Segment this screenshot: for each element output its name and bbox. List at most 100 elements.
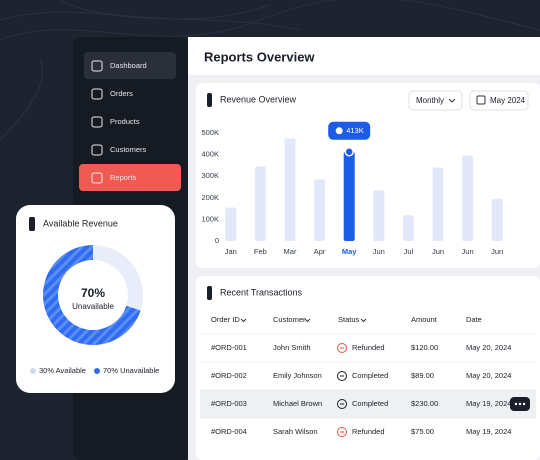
y-tick-label: 100K	[201, 214, 219, 223]
column-header[interactable]: Amount	[411, 315, 438, 324]
legend-swatch	[30, 368, 36, 374]
table-cell: $89.00	[411, 371, 434, 380]
card-marker	[207, 93, 212, 107]
y-tick-label: 500K	[201, 128, 219, 137]
point-marker	[344, 147, 354, 157]
menu-icon	[91, 172, 103, 184]
contours	[0, 0, 540, 141]
x-tick-label: Feb	[254, 247, 267, 256]
column-header[interactable]: Date	[466, 315, 482, 324]
menu-dot	[518, 402, 522, 406]
x-tick-label: Jun	[373, 247, 385, 256]
table-cell: #ORD-004	[211, 427, 247, 436]
bar	[284, 138, 296, 241]
table-cell: $230.00	[411, 399, 438, 408]
x-tick-label: Mar	[284, 247, 297, 256]
bar	[462, 155, 474, 241]
page-title: Reports Overview	[204, 49, 315, 64]
legend-label: 70% Unavailable	[103, 366, 159, 375]
donut-chart: 70% Unavailable 30% Available 70% Unavailab…	[30, 245, 159, 375]
donut-segment	[93, 245, 143, 311]
menu-item[interactable]: Customers	[110, 145, 147, 154]
card-marker	[29, 217, 35, 231]
card-title: Recent Transactions	[220, 287, 303, 297]
donut-card	[16, 205, 175, 393]
bar	[343, 151, 355, 241]
y-tick-label: 200K	[201, 193, 219, 202]
column-header[interactable]: Status	[338, 315, 360, 324]
bar	[402, 215, 414, 241]
menu-icon	[91, 144, 103, 156]
y-tick-label: 300K	[201, 171, 219, 180]
x-tick-label: Apr	[314, 247, 326, 256]
menu-icon	[91, 116, 103, 128]
table-cell: $120.00	[411, 343, 438, 352]
calendar-icon	[476, 95, 486, 105]
menu-hover	[84, 52, 176, 79]
x-tick-label: Jan	[225, 247, 237, 256]
bar	[491, 198, 503, 241]
table-cell: May 20, 2024	[466, 371, 511, 380]
y-tick-label: 0	[215, 236, 219, 245]
status-icon	[337, 427, 347, 437]
x-tick-label: Jul	[404, 247, 414, 256]
table-cell: John Smith	[273, 343, 311, 352]
menu-dot	[514, 402, 518, 406]
period-label: Monthly	[416, 96, 444, 105]
menu-icon	[91, 88, 103, 100]
bar	[254, 166, 266, 241]
revenue-card	[196, 83, 540, 268]
card-title: Revenue Overview	[220, 94, 297, 104]
date-label: May 2024	[490, 96, 526, 105]
table-cell: Sarah Wilson	[273, 427, 318, 436]
header	[188, 37, 540, 75]
legend-label: 30% Available	[39, 366, 86, 375]
menu-item[interactable]: Products	[110, 117, 140, 126]
menu-active	[79, 164, 181, 191]
table-cell: Completed	[352, 399, 388, 408]
status-icon	[337, 399, 347, 409]
period-select[interactable]	[408, 90, 463, 111]
y-tick-label: 400K	[201, 150, 219, 159]
bar	[225, 207, 237, 241]
donut-center-value: 70%	[81, 286, 105, 300]
column-header[interactable]: Customer	[273, 315, 306, 324]
bar	[432, 167, 444, 241]
chevron	[448, 98, 456, 103]
tooltip	[328, 121, 371, 140]
menu-item[interactable]: Reports	[110, 173, 137, 182]
column-header[interactable]: Order ID	[211, 315, 240, 324]
status-icon	[337, 371, 347, 381]
table-cell: Completed	[352, 371, 388, 380]
transactions-table: Order ID Customer Status Amount Date #ORD-001…	[200, 315, 536, 437]
donut-segment	[42, 245, 141, 345]
row-highlight	[200, 390, 536, 418]
x-tick-label: May	[342, 247, 357, 256]
bar	[373, 190, 385, 241]
sort-icon	[304, 318, 311, 323]
table-cell: May 19, 2024	[466, 399, 511, 408]
menu-icon	[91, 60, 103, 72]
tooltip-icon	[335, 127, 343, 135]
bar	[314, 179, 326, 241]
x-tick-label: Jun	[432, 247, 444, 256]
legend-swatch	[94, 368, 100, 374]
sort-icon	[360, 318, 367, 323]
table-cell: Emily Johnson	[273, 371, 322, 380]
table-cell: #ORD-002	[211, 371, 247, 380]
status-icon	[337, 343, 347, 353]
table-cell: Refunded	[352, 427, 385, 436]
donut-center-caption: Unavailable	[72, 302, 114, 311]
card-marker	[207, 286, 212, 300]
table-cell: Michael Brown	[273, 399, 322, 408]
table-cell: Refunded	[352, 343, 385, 352]
table-cell: #ORD-001	[211, 343, 247, 352]
menu-item[interactable]: Dashboard	[110, 61, 147, 70]
x-tick-label: Jun	[491, 247, 503, 256]
table-cell: $75.00	[411, 427, 434, 436]
sidebar-menu: Dashboard Orders Products Customers Reports	[79, 52, 181, 191]
card-title: Available Revenue	[43, 218, 118, 228]
menu-item[interactable]: Orders	[110, 89, 133, 98]
